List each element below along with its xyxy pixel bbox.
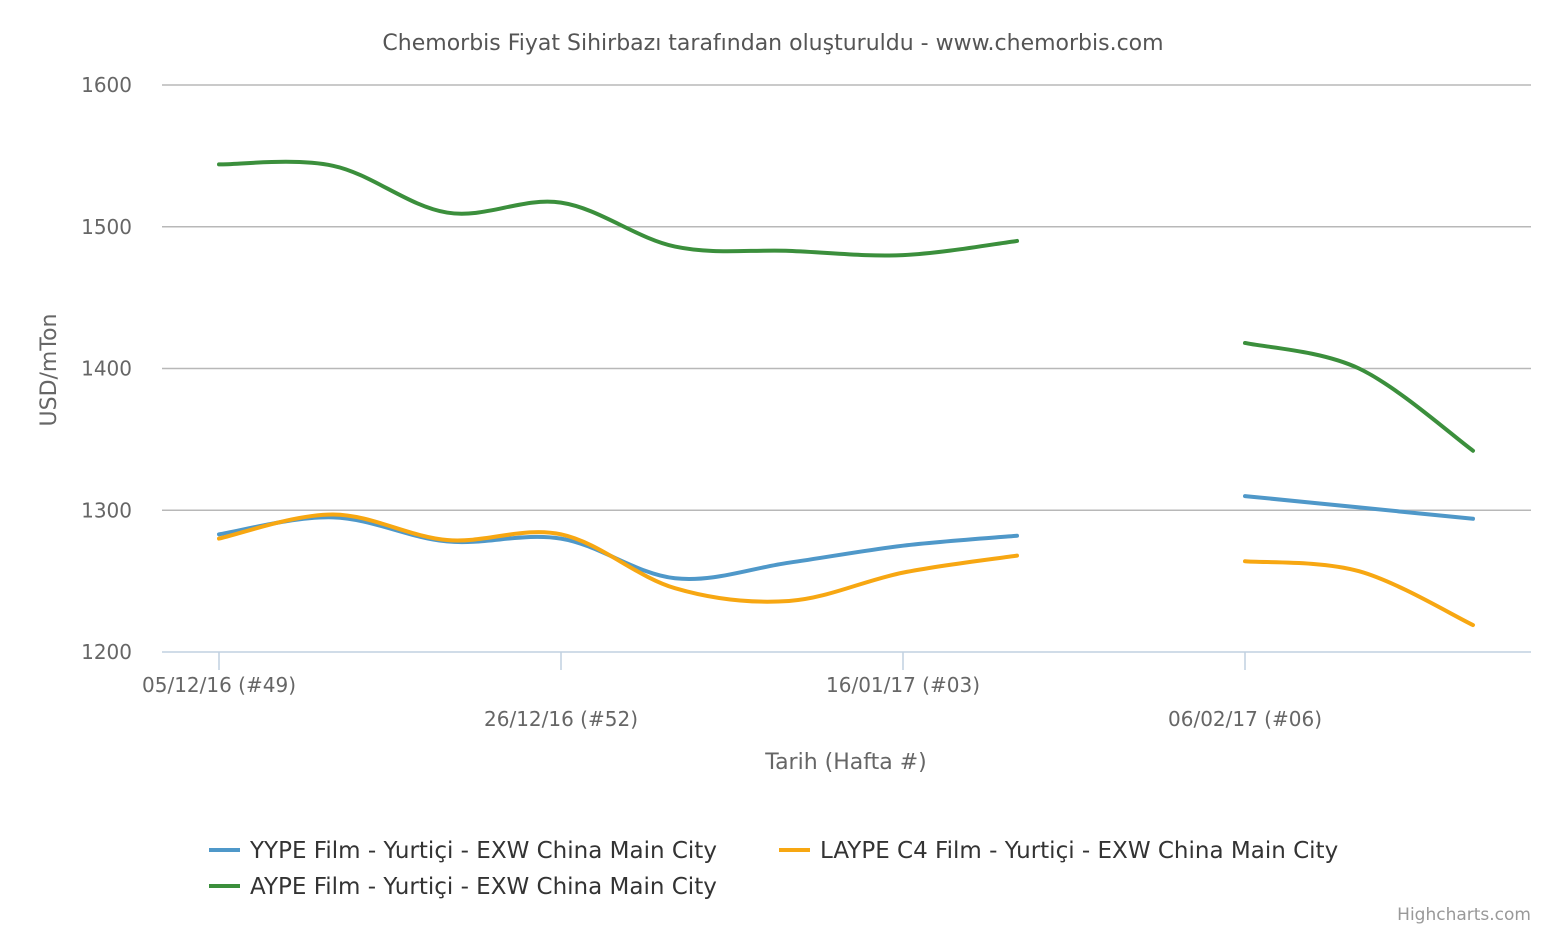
legend: YYPE Film - Yurtiçi - EXW China Main Cit… [209,838,1338,900]
legend-label: LAYPE C4 Film - Yurtiçi - EXW China Main… [820,838,1338,864]
legend-item[interactable]: YYPE Film - Yurtiçi - EXW China Main Cit… [209,838,717,864]
series-line[interactable] [217,512,1019,604]
x-tick-label: 05/12/16 (#49) [142,673,296,697]
series-line[interactable] [217,159,1019,258]
series-line[interactable] [1243,340,1475,453]
x-tick-label: 06/02/17 (#06) [1168,707,1322,731]
legend-label: AYPE Film - Yurtiçi - EXW China Main Cit… [250,874,717,900]
series-line[interactable] [1243,559,1475,628]
y-tick-label: 1600 [81,73,132,97]
x-tick-label: 26/12/16 (#52) [484,707,638,731]
grid-lines [162,84,1531,511]
y-tick-label: 1200 [81,640,132,664]
y-axis-ticks: 1200 1300 1400 1500 1600 [81,73,132,664]
series-line[interactable] [1243,494,1475,521]
x-axis: 05/12/16 (#49) 26/12/16 (#52) 16/01/17 (#0… [142,651,1531,731]
y-tick-label: 1300 [81,498,132,522]
y-axis-title: USD/mTon [37,314,62,427]
series-line[interactable] [217,515,1019,581]
y-tick-label: 1400 [81,357,132,381]
highcharts-credit[interactable]: Highcharts.com [1397,905,1531,925]
y-tick-label: 1500 [81,215,132,239]
legend-item[interactable]: AYPE Film - Yurtiçi - EXW China Main Cit… [209,874,717,900]
x-tick-label: 16/01/17 (#03) [826,673,980,697]
series-lines [217,159,1475,628]
legend-label: YYPE Film - Yurtiçi - EXW China Main Cit… [249,838,717,864]
legend-item[interactable]: LAYPE C4 Film - Yurtiçi - EXW China Main… [779,838,1338,864]
chart-title: Chemorbis Fiyat Sihirbazı tarafından olu… [382,31,1163,56]
x-axis-title: Tarih (Hafta #) [764,750,926,775]
